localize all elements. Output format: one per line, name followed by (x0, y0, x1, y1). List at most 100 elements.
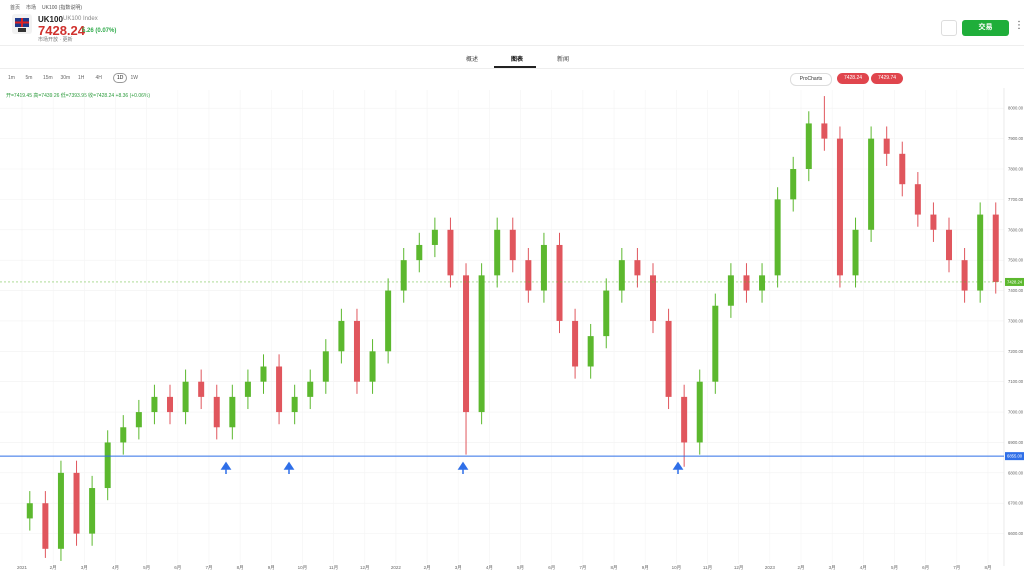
candle-body (229, 396, 236, 428)
candle-body (26, 503, 33, 519)
divider (0, 45, 1024, 46)
divider (0, 68, 1024, 69)
candle-body (463, 275, 470, 413)
x-tick-label: 5月 (143, 565, 150, 571)
buy-button[interactable]: 7429.74 (871, 73, 903, 84)
timeframe[interactable]: 1W (130, 75, 139, 81)
candle-body (759, 275, 766, 291)
candle-body (338, 320, 345, 352)
x-tick-label: 2月 (797, 565, 804, 571)
y-tick-label: 7100.00 (1008, 379, 1024, 384)
ohlc-line: 开=7419.45 高=7439.26 低=7393.95 收=7428.24 … (6, 93, 150, 99)
sell-button[interactable]: 7428.24 (837, 73, 869, 84)
more-button[interactable]: ⋮ (1014, 20, 1024, 31)
candle-body (213, 396, 220, 428)
y-tick-label: 7700.00 (1008, 197, 1024, 202)
x-tick-label: 3月 (455, 565, 462, 571)
candle-body (385, 290, 392, 352)
candle-body (961, 260, 968, 291)
x-tick-label: 2月 (424, 565, 431, 571)
x-tick-label: 8月 (984, 565, 991, 571)
x-tick-label: 6月 (174, 565, 181, 571)
x-tick-label: 3月 (829, 565, 836, 571)
timeframe[interactable]: 15m (43, 75, 53, 81)
timeframe[interactable]: 1m (8, 75, 15, 81)
candle-body (182, 381, 189, 413)
candle-body (198, 381, 205, 397)
candle-body (821, 123, 828, 139)
candle-body (478, 275, 485, 413)
candle-body (307, 381, 314, 397)
candle-body (151, 396, 158, 413)
candle-body (400, 260, 407, 291)
candle-body (883, 138, 890, 154)
x-tick-label: 2023 (765, 565, 776, 570)
tab[interactable]: 图表 (511, 57, 524, 63)
x-tick-label: 3月 (81, 565, 88, 571)
watchlist-button[interactable] (941, 20, 957, 36)
candle-body (135, 412, 142, 428)
candle-body (42, 503, 49, 549)
y-tick-label: 7200.00 (1008, 349, 1024, 354)
timeframe[interactable]: 4H (95, 75, 102, 81)
support-label: 6855.00 (1007, 454, 1023, 459)
candle-body (977, 214, 984, 291)
x-tick-label: 9月 (268, 565, 275, 571)
candle-body (369, 351, 376, 382)
y-tick-label: 8000.00 (1008, 106, 1024, 111)
candle-body (665, 320, 672, 397)
timeframe[interactable]: 5m (25, 75, 33, 81)
x-tick-label: 5月 (517, 565, 524, 571)
trade-button[interactable]: 交易 (962, 20, 1009, 36)
status: 市场开放 · 更新 (38, 37, 73, 43)
candle-body (244, 381, 251, 397)
y-tick-label: 7000.00 (1008, 410, 1024, 415)
x-tick-label: 6月 (922, 565, 929, 571)
x-tick-label: 12月 (734, 565, 744, 571)
tab[interactable]: 新闻 (557, 57, 570, 63)
prochart-button[interactable]: ProCharts (790, 73, 832, 86)
candle-body (104, 442, 111, 489)
candle-body (509, 229, 516, 261)
candle-body (805, 123, 812, 169)
y-tick-label: 6600.00 (1008, 531, 1024, 536)
y-tick-label: 7900.00 (1008, 136, 1024, 141)
x-tick-label: 7月 (953, 565, 960, 571)
y-tick-label: 6700.00 (1008, 501, 1024, 506)
breadcrumb[interactable]: 首页 (10, 5, 21, 11)
candle-body (556, 244, 563, 321)
breadcrumb[interactable]: 市场 (26, 5, 37, 11)
candle-body (992, 214, 999, 282)
x-tick-label: 10月 (672, 565, 682, 571)
tab[interactable]: 概述 (466, 57, 479, 63)
candle-body (494, 229, 501, 276)
candle-body (416, 244, 423, 261)
candle-body (431, 229, 438, 245)
candle-body (743, 275, 750, 291)
candle-body (649, 275, 656, 321)
candle-body (618, 260, 625, 291)
timeframe[interactable]: 30m (60, 75, 71, 81)
grid (0, 88, 1005, 566)
timeframe[interactable]: 1H (78, 75, 85, 81)
candle-body (587, 336, 594, 367)
x-tick-label: 7月 (205, 565, 212, 571)
candle-body (89, 488, 96, 534)
candle-body (868, 138, 875, 230)
x-tick-label: 4月 (860, 565, 867, 571)
candle-body (836, 138, 843, 276)
timeframe[interactable]: 1D (113, 73, 128, 83)
candle-body (696, 381, 703, 443)
candle-body (727, 275, 734, 306)
x-tick-label: 2月 (50, 565, 57, 571)
full-name: UK100 Index (63, 16, 98, 22)
candle-body (899, 153, 906, 185)
candle-body (946, 229, 953, 261)
symbol: UK100 (38, 15, 63, 24)
y-tick-label: 7300.00 (1008, 318, 1024, 323)
x-tick-label: 2022 (391, 565, 402, 570)
candle-body (447, 229, 454, 276)
x-tick-label: 11月 (329, 565, 338, 571)
x-tick-label: 6月 (548, 565, 555, 571)
